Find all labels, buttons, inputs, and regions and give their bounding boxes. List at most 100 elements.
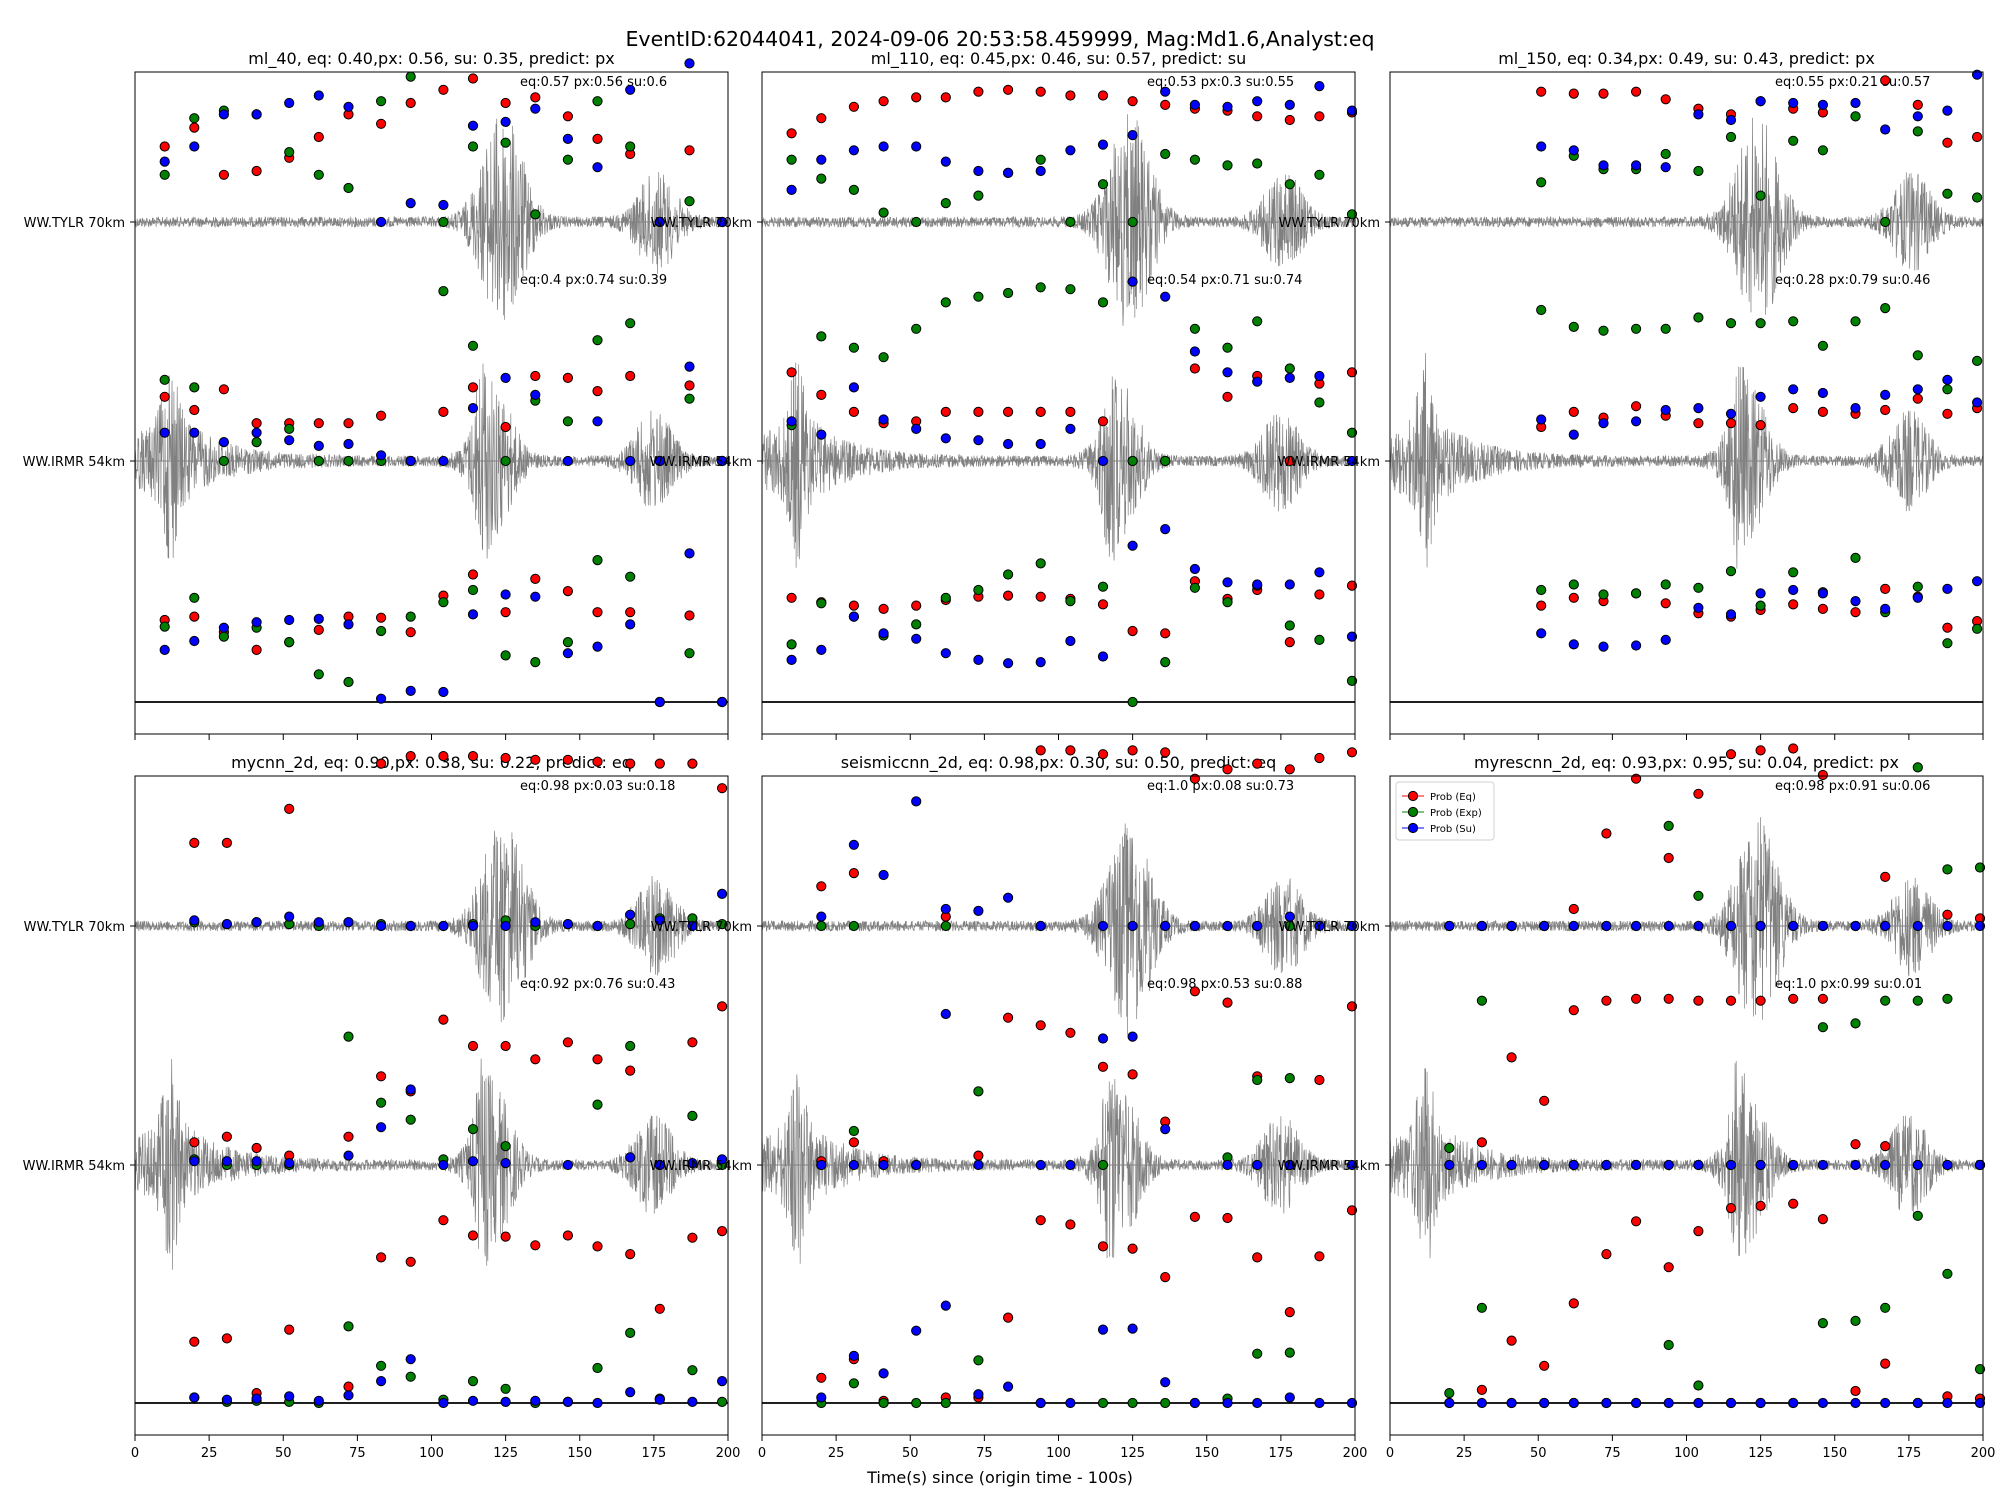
marker-combined-su (625, 1387, 636, 1398)
marker-su (973, 435, 984, 446)
marker-combined-su (1444, 1397, 1455, 1409)
marker-combined-px (1912, 581, 1923, 592)
marker-su (343, 1150, 354, 1161)
marker-combined-su (684, 548, 695, 559)
marker-px (911, 323, 922, 334)
marker-su (1568, 145, 1579, 156)
marker-eq (1222, 764, 1233, 775)
station-label: WW.TYLR 70km (651, 920, 752, 935)
marker-px (1314, 397, 1325, 408)
marker-su (1097, 920, 1109, 932)
marker-combined-eq (376, 1252, 387, 1263)
waveform-trace (761, 823, 1356, 1036)
marker-combined-px (1444, 1388, 1455, 1399)
marker-eq (592, 1054, 603, 1065)
marker-combined-px (189, 592, 200, 603)
marker-eq (1568, 406, 1579, 417)
marker-eq (562, 754, 574, 765)
marker-eq (1536, 86, 1547, 97)
marker-combined-px (562, 637, 574, 648)
marker-px (1284, 1073, 1295, 1084)
marker-combined-su (1788, 584, 1799, 596)
marker-su (1536, 141, 1547, 152)
marker-combined-eq (1817, 603, 1829, 615)
waveform-trace (1389, 117, 1984, 315)
x-tick-label: 150 (1822, 1446, 1847, 1461)
marker-combined-px (1631, 588, 1642, 599)
marker-combined-eq (625, 607, 636, 618)
marker-combined-su (1693, 1397, 1704, 1409)
marker-eq (816, 881, 827, 892)
legend-entry: Prob (Su) (1430, 824, 1476, 835)
marker-px (284, 147, 295, 158)
marker-su (221, 919, 232, 930)
marker-su (911, 796, 922, 807)
marker-eq (1631, 773, 1642, 784)
marker-combined-su (1127, 1323, 1138, 1334)
marker-eq (221, 1131, 232, 1142)
marker-px (1127, 216, 1138, 228)
marker-eq (1880, 404, 1891, 416)
marker-eq (313, 131, 324, 143)
marker-combined-px (1536, 584, 1547, 596)
marker-su (284, 911, 295, 922)
marker-combined-su (159, 644, 170, 656)
panel-title: seismiccnn_2d, eq: 0.98,px: 0.30, su: 0.… (841, 753, 1277, 773)
marker-px (625, 141, 636, 152)
marker-combined-su (189, 1392, 200, 1403)
marker-combined-px (1127, 1397, 1138, 1409)
marker-eq (221, 837, 232, 849)
marker-px (1725, 318, 1737, 329)
marker-su (1788, 1159, 1799, 1171)
marker-combined-eq (1160, 628, 1171, 639)
marker-combined-su (1817, 588, 1829, 599)
marker-su (625, 455, 636, 467)
waveform-trace (1389, 817, 1984, 1020)
marker-px (940, 297, 951, 308)
marker-combined-px (1693, 582, 1704, 593)
marker-eq (343, 1131, 354, 1142)
marker-combined-su (1506, 1397, 1517, 1409)
marker-combined-su (654, 696, 665, 708)
marker-px (1912, 762, 1923, 773)
marker-combined-px (1850, 552, 1861, 564)
marker-su (1850, 1159, 1861, 1171)
marker-su (717, 1154, 728, 1165)
marker-eq (376, 410, 387, 421)
marker-su (438, 920, 449, 932)
marker-combined-px (1788, 567, 1799, 578)
marker-combined-eq (500, 1231, 511, 1242)
panel-frame (761, 71, 1356, 735)
marker-combined-su (816, 1392, 827, 1403)
marker-eq (1788, 743, 1799, 754)
x-tick-label: 200 (716, 1446, 741, 1461)
marker-combined-px (816, 598, 827, 609)
marker-combined-eq (1660, 598, 1671, 609)
marker-combined-su (438, 1397, 449, 1409)
marker-eq (1035, 745, 1046, 756)
marker-px (467, 340, 479, 351)
marker-combined-su (687, 1396, 698, 1408)
marker-px (159, 169, 170, 180)
marker-eq (1631, 401, 1642, 412)
marker-combined-px (717, 1396, 728, 1408)
marker-su (1755, 1159, 1766, 1171)
marker-combined-su (940, 1300, 951, 1311)
marker-su (1160, 920, 1171, 932)
marker-su (467, 1156, 479, 1167)
marker-eq (592, 133, 603, 144)
marker-su (1252, 1159, 1263, 1171)
panel-title: ml_40, eq: 0.40,px: 0.56, su: 0.35, pred… (248, 49, 614, 69)
marker-su (878, 141, 889, 152)
marker-combined-px (1346, 675, 1358, 687)
marker-combined-su (1755, 1397, 1766, 1409)
marker-eq (1035, 1020, 1046, 1031)
marker-eq (189, 837, 200, 849)
marker-su (251, 109, 262, 120)
marker-eq (940, 92, 951, 103)
marker-px (1693, 890, 1704, 901)
marker-eq (467, 1040, 479, 1052)
x-tick-label: 25 (201, 1446, 218, 1461)
marker-combined-su (1880, 603, 1891, 615)
station-probability-annotation: eq:0.54 px:0.71 su:0.74 (1147, 273, 1302, 288)
